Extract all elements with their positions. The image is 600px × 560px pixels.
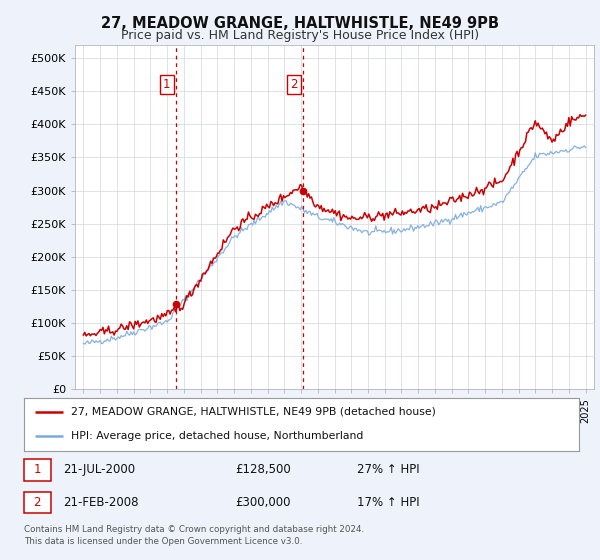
Text: 1: 1: [34, 463, 41, 476]
Text: 2: 2: [34, 496, 41, 509]
Text: 27, MEADOW GRANGE, HALTWHISTLE, NE49 9PB (detached house): 27, MEADOW GRANGE, HALTWHISTLE, NE49 9PB…: [71, 407, 436, 417]
Text: Price paid vs. HM Land Registry's House Price Index (HPI): Price paid vs. HM Land Registry's House …: [121, 29, 479, 42]
Text: Contains HM Land Registry data © Crown copyright and database right 2024.
This d: Contains HM Land Registry data © Crown c…: [24, 525, 364, 546]
Text: 2: 2: [290, 78, 298, 91]
Text: HPI: Average price, detached house, Northumberland: HPI: Average price, detached house, Nort…: [71, 431, 364, 441]
Text: £300,000: £300,000: [235, 496, 290, 509]
Text: 27% ↑ HPI: 27% ↑ HPI: [357, 463, 419, 476]
FancyBboxPatch shape: [24, 492, 50, 514]
FancyBboxPatch shape: [24, 459, 50, 480]
Text: £128,500: £128,500: [235, 463, 290, 476]
Text: 17% ↑ HPI: 17% ↑ HPI: [357, 496, 419, 509]
Text: 21-JUL-2000: 21-JUL-2000: [63, 463, 135, 476]
Text: 21-FEB-2008: 21-FEB-2008: [63, 496, 139, 509]
Text: 1: 1: [163, 78, 170, 91]
Text: 27, MEADOW GRANGE, HALTWHISTLE, NE49 9PB: 27, MEADOW GRANGE, HALTWHISTLE, NE49 9PB: [101, 16, 499, 31]
